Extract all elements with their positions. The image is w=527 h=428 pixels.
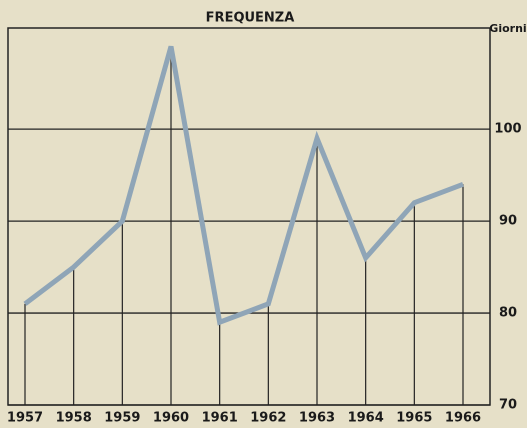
x-tick-label: 1966 (445, 411, 481, 426)
x-tick-label: 1965 (396, 411, 432, 426)
data-line (23, 45, 464, 326)
x-tick-label: 1964 (348, 411, 384, 426)
y-tick-label: 70 (499, 398, 517, 413)
y-tick-label: 80 (499, 306, 517, 321)
x-tick-label: 1958 (56, 411, 92, 426)
x-tick-label: 1961 (202, 411, 238, 426)
y-tick-label: 90 (499, 214, 517, 229)
x-tick-label: 1963 (299, 411, 335, 426)
x-tick-label: 1962 (250, 411, 286, 426)
y-axis-label: Giorni (489, 22, 526, 35)
x-tick-label: 1960 (153, 411, 189, 426)
y-tick-label: 100 (494, 122, 521, 137)
x-tick-label: 1959 (104, 411, 140, 426)
chart-title: FREQUENZA (206, 11, 295, 26)
x-tick-label: 1957 (7, 411, 43, 426)
